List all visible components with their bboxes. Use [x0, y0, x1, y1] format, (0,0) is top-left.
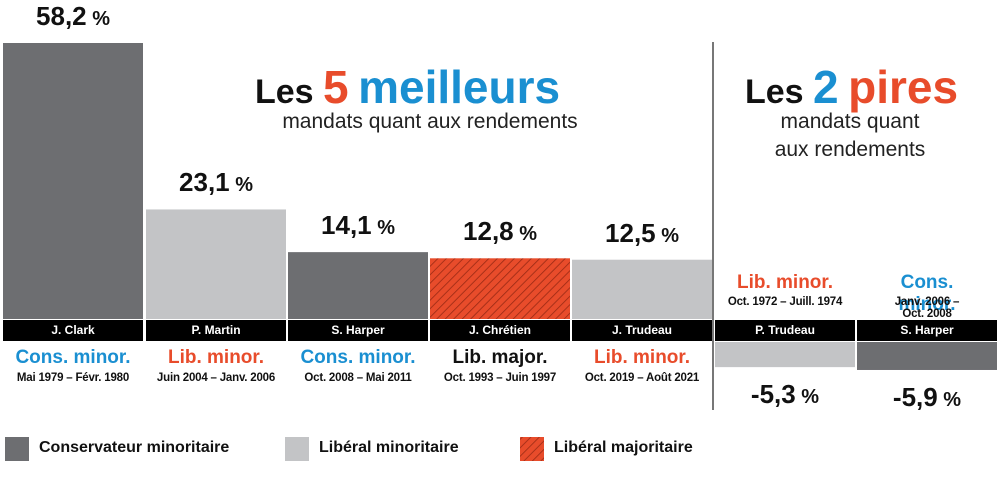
best-heading: Les 5 meilleurs: [255, 61, 561, 113]
value-number: 12,8: [463, 216, 514, 247]
value-number: -5,9: [892, 381, 938, 412]
party-label-6: Lib. minor.: [736, 272, 834, 293]
period-label-7: Janv. 2006 – Oct. 2008: [894, 296, 960, 320]
bar-7: [857, 342, 997, 370]
best-heading-word: meilleurs: [358, 61, 561, 113]
legend-label-cons-minor: Conservateur minoritaire: [39, 439, 230, 456]
period-label-6: Oct. 1972 – Juill. 1974: [727, 296, 843, 308]
bar-3: [288, 252, 428, 319]
name-bar-2: P. Martin: [146, 320, 286, 341]
value-unit: %: [371, 217, 395, 240]
worst-subtitle-line2: aux rendements: [774, 138, 926, 161]
name-bar-7: S. Harper: [857, 320, 997, 341]
name-bar-5: J. Trudeau: [572, 320, 712, 341]
value-label-4: 12,8 %: [463, 216, 537, 247]
bar-4: [430, 258, 570, 319]
party-label-7: Cons. minor.: [898, 272, 956, 315]
worst-heading-number: 2: [813, 61, 839, 113]
value-number: -5,3: [750, 379, 796, 410]
legend-label-lib-minor: Libéral minoritaire: [319, 439, 459, 456]
party-label-4: Lib. major.: [452, 347, 548, 368]
value-unit: %: [795, 386, 820, 409]
worst-heading-word: pires: [848, 61, 959, 113]
period-label-1: Mai 1979 – Févr. 1980: [16, 372, 130, 384]
legend-label-lib-major: Libéral majoritaire: [554, 439, 693, 456]
party-label-1: Cons. minor.: [15, 347, 131, 368]
name-bar-1: J. Clark: [3, 320, 143, 341]
value-unit: %: [86, 8, 110, 30]
worst-subtitle-line1: mandats quant: [780, 110, 920, 133]
legend-swatch-lib-major: [520, 437, 544, 461]
value-label-1: 58,2 %: [36, 1, 110, 32]
value-label-7: -5,9 %: [893, 382, 961, 413]
value-number: 58,2: [36, 1, 87, 31]
bar-5: [572, 259, 712, 319]
value-number: 14,1: [321, 210, 372, 241]
name-bar-6: P. Trudeau: [715, 320, 855, 341]
period-label-3: Oct. 2008 – Mai 2011: [304, 372, 412, 384]
value-label-5: 12,5 %: [605, 218, 679, 249]
party-label-5: Lib. minor.: [593, 347, 691, 368]
period-label-5: Oct. 2019 – Août 2021: [584, 372, 700, 384]
worst-heading: Les 2 pires: [745, 61, 959, 113]
name-bar-3: S. Harper: [288, 320, 428, 341]
value-label-6: -5,3 %: [751, 379, 819, 410]
value-unit: %: [513, 223, 537, 246]
name-bar-4: J. Chrétien: [430, 320, 570, 341]
value-label-2: 23,1 %: [179, 167, 253, 198]
legend-swatch-cons-minor: [5, 437, 29, 461]
value-number: 23,1: [179, 167, 230, 198]
best-heading-number: 5: [323, 61, 349, 113]
party-label-3: Cons. minor.: [300, 347, 416, 368]
bar-1: [3, 43, 143, 319]
best-subtitle: mandats quant aux rendements: [282, 110, 578, 133]
legend-swatch-lib-minor: [285, 437, 309, 461]
section-divider: [712, 42, 714, 410]
period-label-4: Oct. 1993 – Juin 1997: [443, 372, 557, 384]
bar-6: [715, 342, 855, 368]
value-number: 12,5: [605, 217, 656, 248]
value-unit: %: [655, 224, 679, 247]
party-label-2: Lib. minor.: [167, 347, 265, 368]
value-unit: %: [937, 388, 962, 411]
period-label-2: Juin 2004 – Janv. 2006: [156, 372, 276, 384]
value-label-3: 14,1 %: [321, 210, 395, 241]
value-unit: %: [229, 174, 253, 197]
bar-2: [146, 209, 286, 319]
